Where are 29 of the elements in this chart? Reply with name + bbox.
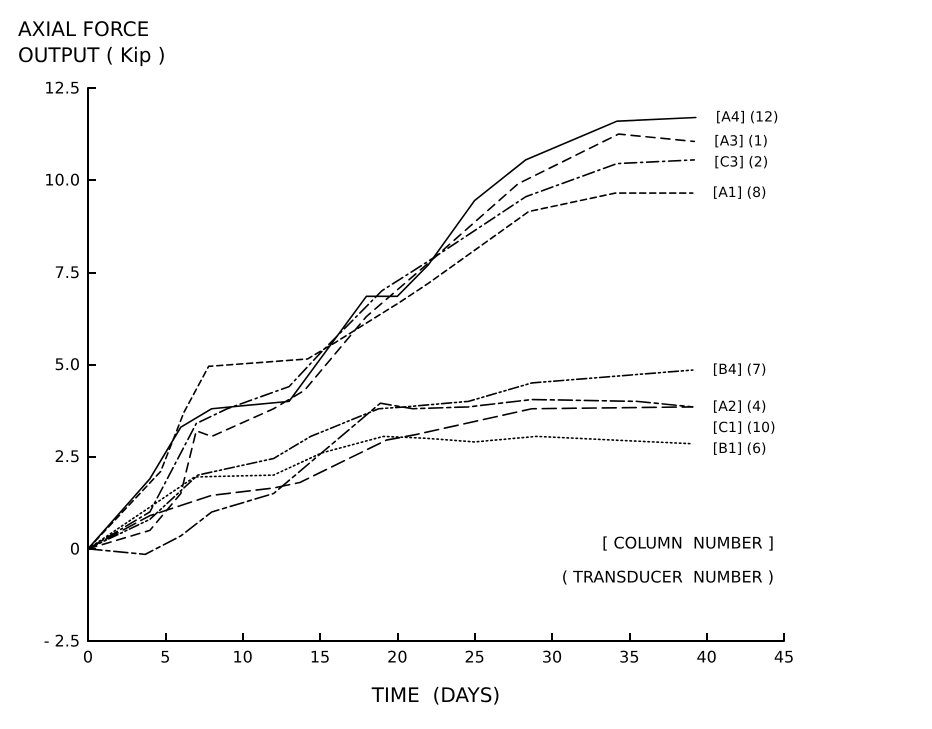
- y-axis-title: AXIAL FORCE OUTPUT ( Kip ): [18, 17, 166, 67]
- y-tick-label: 12.5: [44, 78, 80, 98]
- x-tick-label: 10: [232, 648, 253, 666]
- x-tick-label: 5: [160, 648, 170, 666]
- y-tick-label: 5.0: [54, 355, 80, 374]
- x-tick-label: 25: [464, 648, 485, 666]
- series-label: [A2] (4): [712, 398, 766, 415]
- x-axis-title: TIME (DAYS): [370, 683, 500, 707]
- series-label: [A1] (8): [712, 185, 766, 202]
- x-tick-label: 35: [619, 648, 640, 666]
- y-tick-label: - 2.5: [44, 632, 80, 650]
- series-label: [A3] (1): [714, 133, 768, 150]
- y-tick-label: 7.5: [54, 262, 80, 282]
- x-tick-label: 40: [696, 648, 717, 666]
- series-label: [C3] (2): [714, 154, 768, 170]
- series-label: [B1] (6): [712, 440, 766, 457]
- x-tick-label: 0: [82, 648, 94, 666]
- y-tick-label: 2.5: [54, 447, 80, 466]
- annotation: [ COLUMN NUMBER ]: [602, 534, 774, 552]
- annotation: ( TRANSDUCER NUMBER ): [562, 568, 774, 586]
- series-label: [A4] (12): [716, 109, 778, 126]
- x-tick-label: 30: [542, 648, 562, 666]
- y-tick-label: 10.0: [44, 170, 80, 190]
- series-label: [B4] (7): [712, 362, 766, 378]
- y-tick-label: 0: [70, 539, 80, 558]
- series-label: [C1] (10): [712, 420, 776, 436]
- x-tick-label: 20: [387, 648, 408, 666]
- x-tick-label: 45: [774, 648, 794, 666]
- x-tick-label: 15: [310, 648, 330, 666]
